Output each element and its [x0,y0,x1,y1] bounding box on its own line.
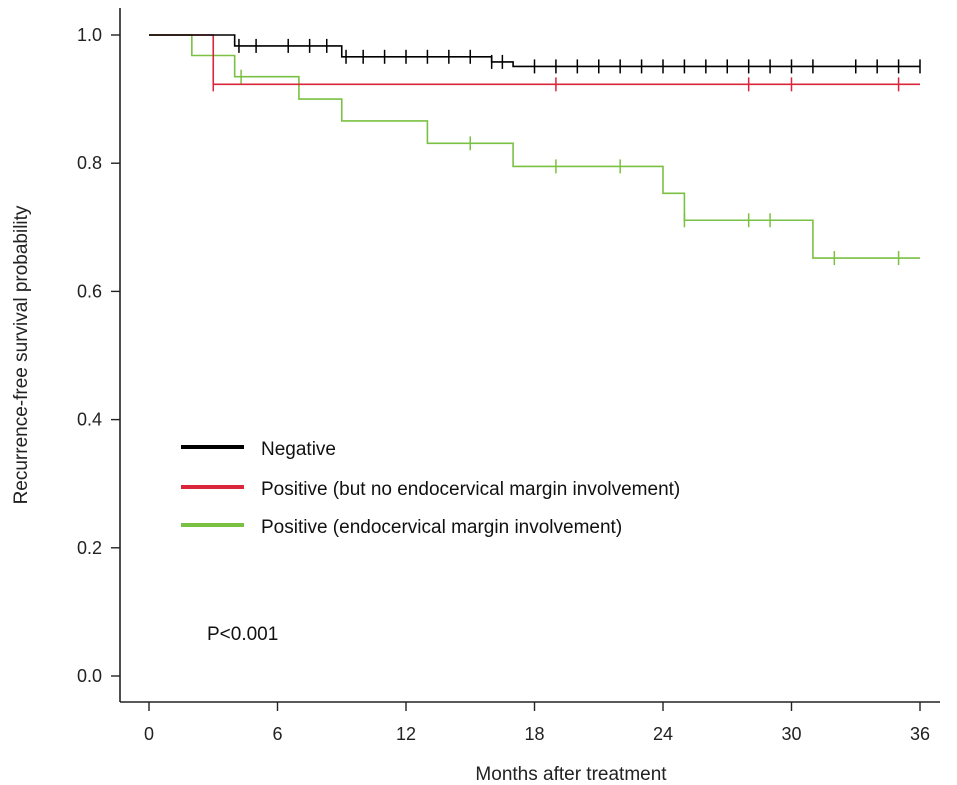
y-ticks: 0.0 0.2 0.4 0.6 0.8 1.0 [77,25,120,686]
y-tick-label: 0.2 [77,538,102,558]
x-tick-label: 36 [910,724,930,744]
plot-area: 0 6 12 18 24 30 36 0.0 0.2 0.4 0.6 0.8 1.0 [77,8,940,744]
y-tick-label: 0.0 [77,666,102,686]
survival-curve-0 [149,34,920,68]
y-tick-label: 1.0 [77,25,102,45]
x-tick-label: 18 [524,724,544,744]
x-tick-label: 6 [272,724,282,744]
y-tick-label: 0.4 [77,410,102,430]
legend-label-negative: Negative [261,439,336,460]
legend-label-positive-margin: Positive (endocervical margin involvemen… [261,517,622,538]
legend-label-positive-no-margin: Positive (but no endocervical margin inv… [261,479,680,500]
y-axis-title: Recurrence-free survival probability [11,205,32,504]
x-tick-label: 30 [781,724,801,744]
x-axis-title: Months after treatment [475,764,667,785]
y-tick-label: 0.6 [77,281,102,301]
p-value-annotation: P<0.001 [207,624,278,645]
survival-curves [149,34,921,266]
y-tick-label: 0.8 [77,153,102,173]
x-tick-label: 24 [653,724,673,744]
x-ticks: 0 6 12 18 24 30 36 [144,702,930,744]
legend: Negative Positive (but no endocervical m… [181,439,680,538]
x-tick-label: 12 [396,724,416,744]
x-tick-label: 0 [144,724,154,744]
